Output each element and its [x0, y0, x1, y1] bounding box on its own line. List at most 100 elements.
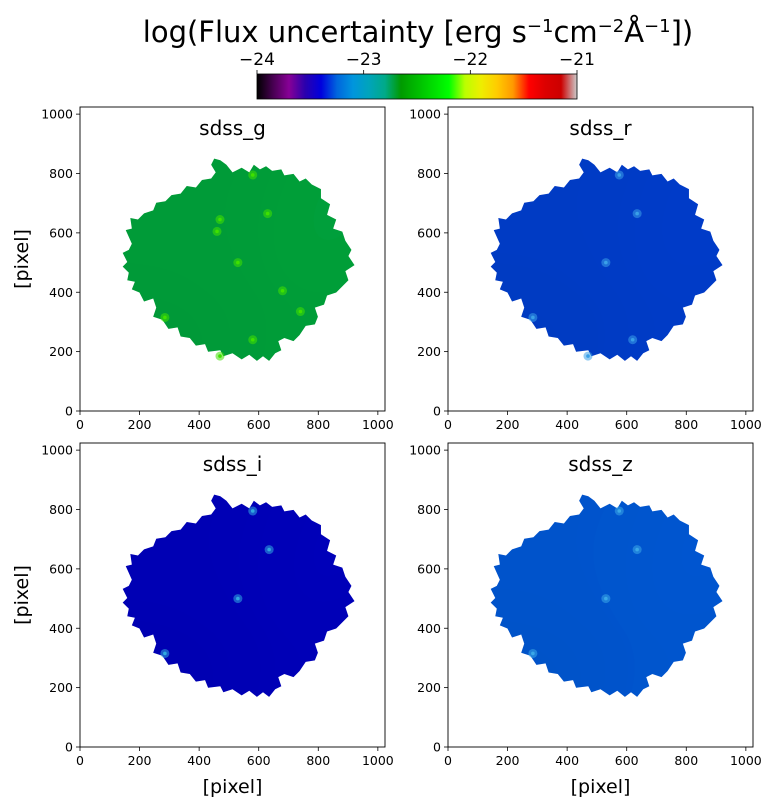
- panel-title: sdss_z: [568, 452, 632, 476]
- y-tick-label: 800: [417, 166, 441, 181]
- x-tick-label: 1000: [730, 417, 762, 432]
- bright-source: [267, 547, 271, 552]
- colorbar: −24 −23 −22 −21: [239, 50, 595, 100]
- x-tick-label: 600: [247, 417, 271, 432]
- bright-source: [236, 260, 240, 265]
- bright-source: [298, 309, 303, 314]
- bright-source: [531, 315, 535, 320]
- x-tick-label: 200: [128, 753, 152, 768]
- bright-source: [218, 217, 222, 222]
- bright-source: [250, 337, 255, 342]
- bright-source: [163, 315, 167, 320]
- title-sup-1: −1: [527, 16, 554, 37]
- y-tick-label: 600: [49, 561, 73, 576]
- colorbar-tick-label: −23: [346, 50, 382, 70]
- x-tick-label: 600: [615, 417, 639, 432]
- colorbar-tick-label: −21: [559, 50, 595, 70]
- panel-title: sdss_r: [569, 116, 632, 140]
- y-tick-label: 0: [433, 740, 441, 755]
- x-tick-label: 1000: [362, 753, 394, 768]
- x-tick-label: 400: [187, 753, 211, 768]
- y-tick-label: 600: [417, 561, 441, 576]
- y-tick-label: 1000: [41, 443, 73, 458]
- y-tick-label: 200: [417, 344, 441, 359]
- y-tick-label: 200: [49, 680, 73, 695]
- title-mid: cm: [553, 15, 597, 49]
- y-tick-label: 200: [417, 680, 441, 695]
- heatmap-image: [490, 494, 723, 697]
- x-axis-label: [pixel]: [203, 776, 263, 798]
- x-tick-label: 400: [555, 753, 579, 768]
- title-sup-3: −1: [644, 16, 671, 37]
- axes-frame: [447, 106, 754, 412]
- x-tick-label: 0: [76, 417, 84, 432]
- x-tick-label: 200: [128, 417, 152, 432]
- title-sup-2: −2: [598, 16, 625, 37]
- title-main: log(Flux uncertainty [erg s: [143, 15, 527, 49]
- x-tick-label: 200: [496, 753, 520, 768]
- colorbar-gradient: [256, 73, 578, 100]
- axes-frame: [447, 442, 754, 748]
- panel-title: sdss_g: [199, 116, 266, 140]
- colorbar-tick-label: −24: [239, 50, 275, 70]
- axes-frame: [79, 442, 386, 748]
- bright-source: [218, 354, 222, 358]
- y-axis-label: [pixel]: [11, 565, 33, 625]
- x-tick-label: 200: [496, 417, 520, 432]
- bright-source: [236, 596, 240, 601]
- colorbar-tick-label: −22: [452, 50, 488, 70]
- panel-sdss_r: 0 200 400 600 800 1000 0 200 400 600 800 1000 sdss_r: [409, 106, 762, 432]
- x-tick-label: 0: [444, 753, 452, 768]
- x-tick-label: 800: [674, 753, 698, 768]
- panel-sdss_i: 0 200 400 600 800 1000 0 200 400 600 800 1000 sdss_i…: [11, 442, 394, 798]
- x-tick-label: 400: [187, 417, 211, 432]
- title-end: ]): [671, 15, 694, 49]
- y-tick-label: 400: [49, 621, 73, 636]
- figure-title: log(Flux uncertainty [erg s−1cm−2Å−1]): [143, 15, 693, 49]
- x-tick-label: 800: [306, 753, 330, 768]
- bright-source: [163, 651, 167, 656]
- colorbar-ticks: −24 −23 −22 −21: [239, 50, 595, 74]
- panel-sdss_z: 0 200 400 600 800 1000 0 200 400 600 800 1000 sdss_z…: [409, 442, 762, 798]
- heatmap-image: [122, 494, 355, 697]
- y-tick-label: 600: [417, 225, 441, 240]
- bright-source: [586, 354, 590, 358]
- y-tick-label: 0: [65, 740, 73, 755]
- x-tick-label: 800: [306, 417, 330, 432]
- x-tick-label: 1000: [730, 753, 762, 768]
- panel-title: sdss_i: [203, 452, 263, 476]
- bright-source: [604, 596, 608, 601]
- bright-source: [265, 211, 270, 216]
- x-tick-label: 1000: [362, 417, 394, 432]
- y-tick-label: 600: [49, 225, 73, 240]
- x-tick-label: 600: [247, 753, 271, 768]
- y-tick-label: 1000: [409, 107, 441, 122]
- y-tick-label: 400: [49, 285, 73, 300]
- bright-source: [531, 651, 535, 656]
- x-tick-label: 800: [674, 417, 698, 432]
- x-tick-label: 400: [555, 417, 579, 432]
- y-tick-label: 800: [49, 166, 73, 181]
- x-tick-label: 600: [615, 753, 639, 768]
- y-axis-label: [pixel]: [11, 229, 33, 289]
- y-tick-label: 800: [417, 502, 441, 517]
- x-axis-label: [pixel]: [571, 776, 631, 798]
- axes-frame: [79, 106, 386, 412]
- bright-source: [635, 547, 639, 552]
- panels: 0 200 400 600 800 100002004006008001000sdss_g…: [11, 106, 762, 798]
- bright-source: [630, 337, 635, 342]
- y-tick-label: 1000: [41, 107, 73, 122]
- bright-source: [215, 229, 219, 234]
- title-angstrom: Å: [624, 15, 644, 49]
- heatmap-image: [490, 158, 723, 361]
- y-tick-label: 200: [49, 344, 73, 359]
- bright-source: [250, 173, 255, 177]
- panel-sdss_g: 0 200 400 600 800 1000 0 200 400 600 800 1000 sdss_g…: [11, 106, 394, 432]
- y-tick-label: 0: [65, 404, 73, 419]
- heatmap-image: [122, 158, 355, 361]
- y-tick-label: 1000: [409, 443, 441, 458]
- bright-source: [250, 509, 255, 513]
- y-tick-label: 0: [433, 404, 441, 419]
- y-tick-label: 400: [417, 621, 441, 636]
